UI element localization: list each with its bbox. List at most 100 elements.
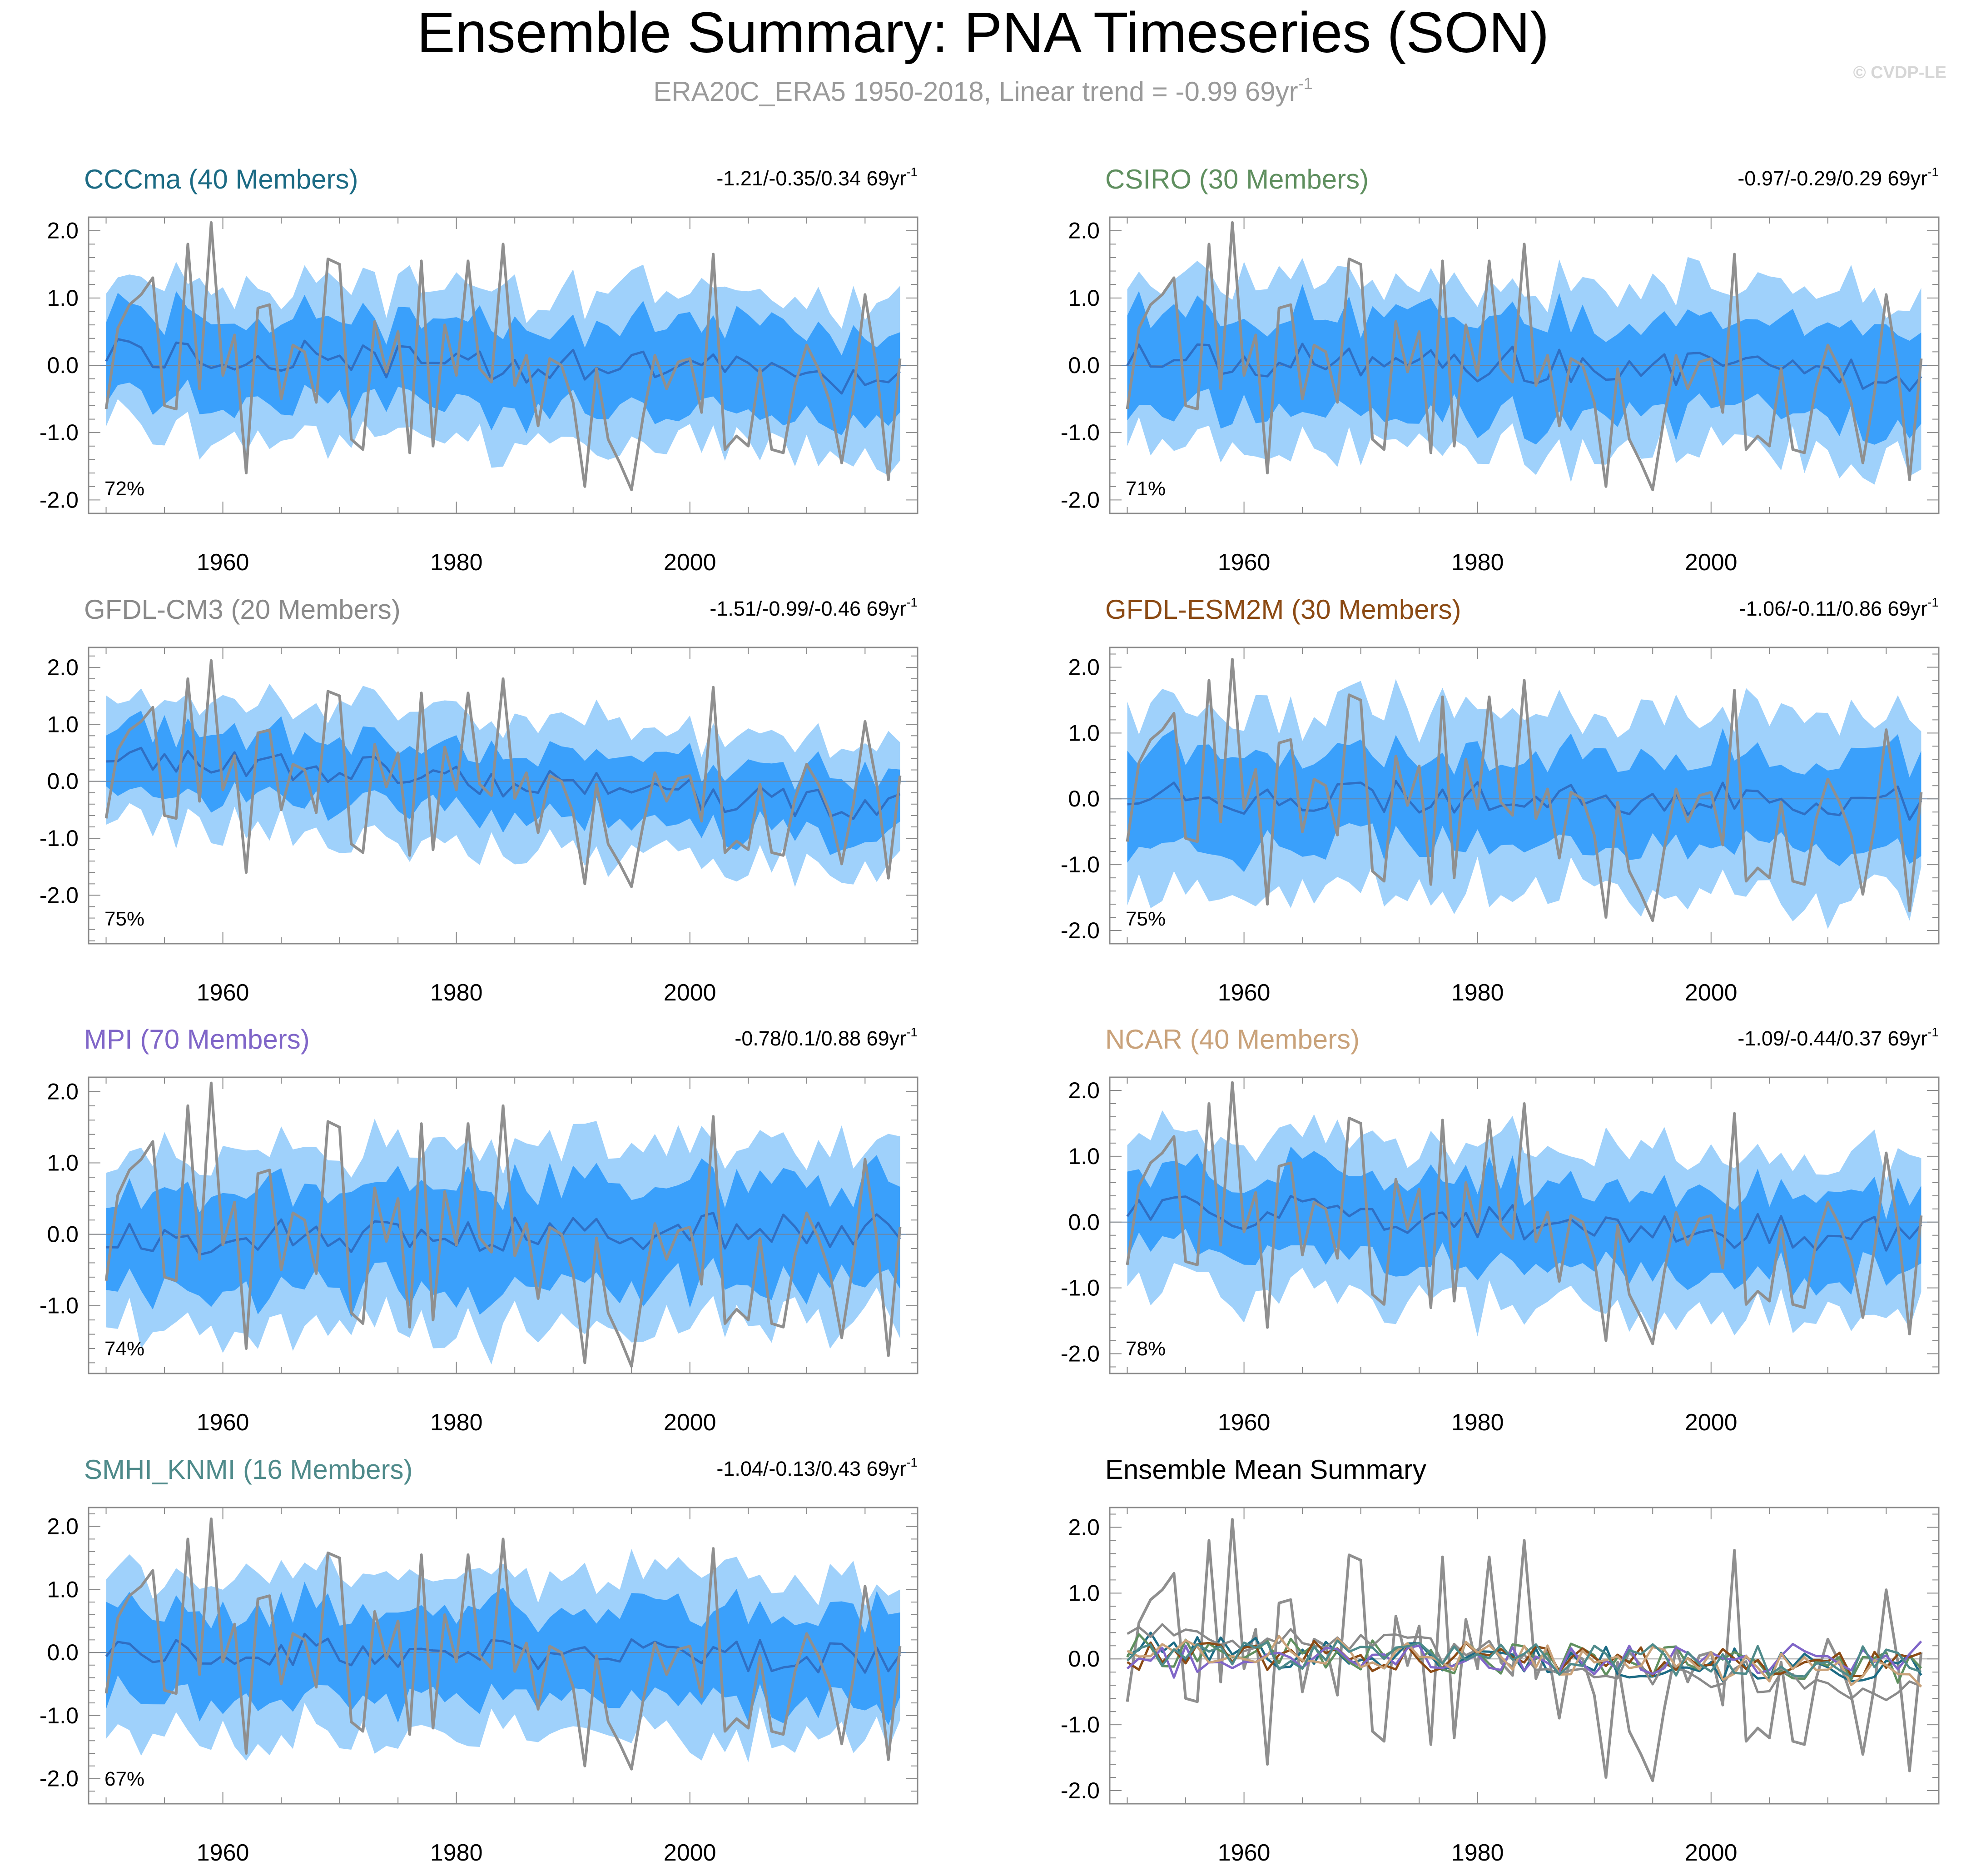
trend-label: -1.09/-0.44/0.37 69yr-1 <box>1738 1025 1939 1050</box>
panel-title: SMHI_KNMI (16 Members) <box>84 1454 412 1485</box>
trend-value: -0.78/0.1/0.88 69yr <box>735 1027 906 1050</box>
trend-value: -1.51/-0.99/-0.46 69yr <box>710 597 906 620</box>
observed-series-line <box>1126 221 1923 492</box>
watermark: © CVDP-LE <box>1853 63 1946 82</box>
observed-series-line <box>1126 658 1923 922</box>
page-title: Ensemble Summary: PNA Timeseries (SON) <box>417 0 1549 65</box>
x-tick-label: 2000 <box>1685 980 1738 1006</box>
page-subtitle: ERA20C_ERA5 1950-2018, Linear trend = -0… <box>653 74 1312 107</box>
plot-area <box>89 221 918 492</box>
y-tick-label: -1.0 <box>40 1293 79 1319</box>
y-tick-label: -2.0 <box>1061 1341 1100 1367</box>
x-tick-label: 2000 <box>664 549 716 576</box>
y-tick-label: -2.0 <box>1061 918 1100 943</box>
panel-title: NCAR (40 Members) <box>1105 1024 1360 1055</box>
panel-title: Ensemble Mean Summary <box>1105 1454 1426 1485</box>
percent-label: 74% <box>104 1338 144 1360</box>
x-tick-label: 1960 <box>197 980 249 1006</box>
plot-frame <box>88 1076 918 1374</box>
x-tick-label: 1960 <box>1218 1840 1271 1866</box>
trend-label: -0.97/-0.29/0.29 69yr-1 <box>1738 165 1939 190</box>
y-tick-label: 0.0 <box>1068 1646 1100 1672</box>
trend-sup: -1 <box>906 1455 918 1469</box>
x-tick-label: 2000 <box>1685 1840 1738 1866</box>
x-tick-label: 1980 <box>430 980 483 1006</box>
trend-sup: -1 <box>1927 1025 1939 1039</box>
y-tick-label: 2.0 <box>47 1514 79 1539</box>
chart-panel-smhi-knmi: 2.0 1.0 0.0 -1.0 -2.0 1960 1980 2000 SMHI_KNMI (… <box>40 1454 918 1866</box>
trend-value: -1.21/-0.35/0.34 69yr <box>716 167 906 190</box>
plot-frame <box>88 647 918 945</box>
x-tick-label: 2000 <box>664 980 716 1006</box>
y-tick-label: 0.0 <box>1068 353 1100 378</box>
percent-label: 67% <box>104 1768 144 1790</box>
model-mean-line-7 <box>1126 1639 1922 1678</box>
panel-title: MPI (70 Members) <box>84 1024 310 1055</box>
x-tick-label: 1980 <box>1451 980 1504 1006</box>
subtitle-sup: -1 <box>1298 74 1313 93</box>
trend-sup: -1 <box>906 165 918 179</box>
y-tick-label: -1.0 <box>40 1703 79 1728</box>
x-tick-label: 1960 <box>1218 1409 1271 1436</box>
observed-series-line <box>1126 1518 1923 1782</box>
trend-value: -0.97/-0.29/0.29 69yr <box>1738 167 1927 190</box>
y-tick-label: 0.0 <box>47 1222 79 1247</box>
plot-area <box>89 1518 918 1771</box>
y-tick-label: 1.0 <box>47 1150 79 1176</box>
inner-spread-band <box>106 291 900 435</box>
panel-title: CCCma (40 Members) <box>84 164 358 194</box>
x-tick-label: 1980 <box>1451 1409 1504 1436</box>
y-tick-label: 2.0 <box>47 1079 79 1104</box>
trend-value: -1.09/-0.44/0.37 69yr <box>1738 1027 1927 1050</box>
plot-area <box>1110 658 1939 929</box>
y-tick-label: -1.0 <box>1061 1275 1100 1301</box>
trend-label: -0.78/0.1/0.88 69yr-1 <box>735 1025 918 1050</box>
model-mean-line-4 <box>1127 1640 1922 1677</box>
y-tick-label: 1.0 <box>1068 285 1100 311</box>
y-tick-label: -2.0 <box>40 487 79 513</box>
y-tick-label: -1.0 <box>1061 852 1100 877</box>
y-tick-label: 2.0 <box>1068 654 1100 680</box>
plot-frame <box>1109 647 1940 945</box>
model-mean-line-6 <box>1127 1635 1922 1688</box>
observed-series-line <box>104 1081 902 1368</box>
plot-area <box>89 1081 918 1368</box>
y-tick-label: 1.0 <box>47 285 79 311</box>
trend-label: -1.21/-0.35/0.34 69yr-1 <box>716 165 918 190</box>
y-tick-label: -1.0 <box>40 826 79 851</box>
plot-area <box>1110 1518 1939 1782</box>
y-tick-label: -2.0 <box>1061 1778 1100 1803</box>
x-tick-label: 1960 <box>1218 549 1271 576</box>
trend-label: -1.51/-0.99/-0.46 69yr-1 <box>710 595 918 620</box>
chart-panel-gfdl-esm2m: 2.0 1.0 0.0 -1.0 -2.0 1960 1980 2000 GFDL-ESM2M … <box>1061 594 1940 1006</box>
y-tick-label: -2.0 <box>1061 487 1100 513</box>
x-tick-label: 1960 <box>197 1840 249 1866</box>
trend-sup: -1 <box>1927 595 1939 609</box>
y-tick-label: 0.0 <box>1068 1209 1100 1235</box>
panels: 2.0 1.0 0.0 -1.0 -2.0 1960 1980 2000 CCCma (40 M… <box>40 164 1940 1866</box>
plot-frame <box>88 1507 918 1805</box>
y-tick-label: 1.0 <box>47 1577 79 1602</box>
x-tick-label: 1980 <box>430 549 483 576</box>
x-tick-label: 1960 <box>197 1409 249 1436</box>
y-tick-label: 2.0 <box>47 655 79 680</box>
x-tick-label: 2000 <box>1685 549 1738 576</box>
trend-sup: -1 <box>906 1025 918 1039</box>
y-tick-label: 2.0 <box>1068 1078 1100 1103</box>
y-tick-label: 0.0 <box>47 769 79 794</box>
x-tick-label: 2000 <box>664 1840 716 1866</box>
x-tick-label: 2000 <box>664 1409 716 1436</box>
trend-label: -1.06/-0.11/0.86 69yr-1 <box>1739 595 1939 620</box>
trend-sup: -1 <box>906 595 918 609</box>
panel-title: CSIRO (30 Members) <box>1105 164 1369 194</box>
y-tick-label: 2.0 <box>1068 218 1100 244</box>
plot-frame <box>1109 1076 1940 1374</box>
x-tick-label: 2000 <box>1685 1409 1738 1436</box>
y-tick-label: 2.0 <box>47 218 79 244</box>
percent-label: 75% <box>1126 908 1166 930</box>
panel-title: GFDL-ESM2M (30 Members) <box>1105 594 1461 625</box>
y-tick-label: 1.0 <box>47 712 79 737</box>
inner-spread-band <box>106 1155 900 1318</box>
percent-label: 71% <box>1126 478 1166 500</box>
